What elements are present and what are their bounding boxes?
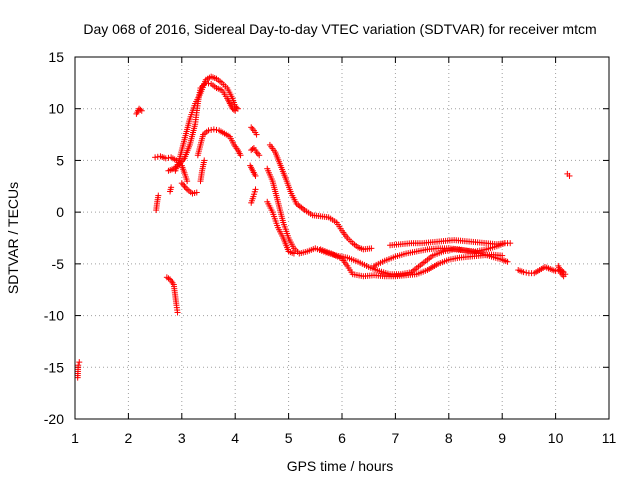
data-point: [201, 157, 208, 164]
y-tick-label: 15: [48, 49, 64, 65]
series-segment: [74, 359, 83, 381]
series-segment: [152, 153, 191, 185]
data-point: [566, 172, 573, 179]
x-tick-label: 6: [338, 430, 346, 446]
series-segment: [387, 237, 508, 249]
x-axis-label: GPS time / hours: [287, 458, 394, 474]
data-point: [75, 362, 82, 369]
data-point: [138, 107, 145, 114]
x-tick-label: 1: [71, 430, 79, 446]
series-segment: [133, 105, 145, 117]
data-point: [252, 172, 259, 179]
data-point: [523, 269, 530, 276]
series-segment: [371, 245, 511, 269]
series-segment: [194, 126, 244, 159]
series-segment: [555, 262, 569, 280]
data-point: [256, 152, 263, 159]
data-point: [290, 250, 297, 257]
data-point: [253, 131, 260, 138]
data-point: [162, 155, 169, 162]
data-point: [237, 152, 244, 159]
data-point: [184, 178, 191, 185]
series-segment: [248, 186, 259, 206]
data-point: [213, 126, 220, 133]
series-segment: [247, 162, 259, 179]
y-axis-label: SDTVAR / TECUs: [5, 182, 21, 294]
data-point: [152, 154, 159, 161]
data-point: [507, 240, 514, 247]
series-segment: [167, 184, 175, 195]
data-point: [174, 309, 181, 316]
y-tick-label: -5: [52, 256, 65, 272]
series-segment: [197, 157, 208, 185]
data-point: [249, 146, 256, 153]
series-segment: [163, 274, 181, 316]
y-tick-label: 5: [56, 152, 64, 168]
y-tick-label: -15: [44, 359, 64, 375]
data-point: [137, 106, 144, 113]
data-point: [205, 127, 212, 134]
data-point: [504, 258, 511, 265]
axis-ticks: 1 2 3 4 5 6 7 8 9 10 11 -20 -15 -10 -5 0 5 10 15: [44, 49, 617, 446]
plot-area: [74, 73, 573, 381]
data-point: [165, 154, 172, 161]
series-segment: [266, 141, 375, 253]
series-segment: [248, 124, 260, 138]
x-tick-label: 11: [602, 430, 617, 446]
x-tick-label: 9: [498, 430, 506, 446]
x-tick-label: 8: [445, 430, 453, 446]
series-segment: [178, 180, 200, 197]
data-point: [234, 105, 241, 112]
data-point: [193, 189, 200, 196]
data-point: [168, 184, 175, 191]
y-tick-label: -20: [44, 411, 64, 427]
series-segment: [248, 145, 263, 159]
data-point: [233, 104, 240, 111]
data-point: [155, 192, 162, 199]
data-point: [252, 186, 259, 193]
y-tick-label: 10: [48, 101, 64, 117]
x-tick-label: 3: [178, 430, 186, 446]
data-point: [208, 126, 215, 133]
y-tick-label: -10: [44, 308, 64, 324]
series-sdtvar: [74, 73, 573, 381]
chart-title: Day 068 of 2016, Sidereal Day-to-day VTE…: [83, 21, 596, 37]
x-tick-label: 7: [392, 430, 400, 446]
series-segment: [564, 170, 573, 179]
y-tick-label: 0: [56, 204, 64, 220]
x-tick-label: 10: [548, 430, 564, 446]
series-segment: [264, 198, 297, 257]
x-tick-label: 2: [125, 430, 133, 446]
series-segment: [153, 192, 162, 214]
data-point: [76, 359, 83, 366]
x-tick-label: 4: [231, 430, 239, 446]
series-segment: [172, 73, 241, 174]
data-point: [520, 269, 527, 276]
plot-border: [74, 56, 610, 420]
data-point: [501, 240, 508, 247]
x-tick-label: 5: [285, 430, 293, 446]
data-point: [210, 126, 217, 133]
data-point: [562, 271, 569, 278]
data-point: [368, 245, 375, 252]
